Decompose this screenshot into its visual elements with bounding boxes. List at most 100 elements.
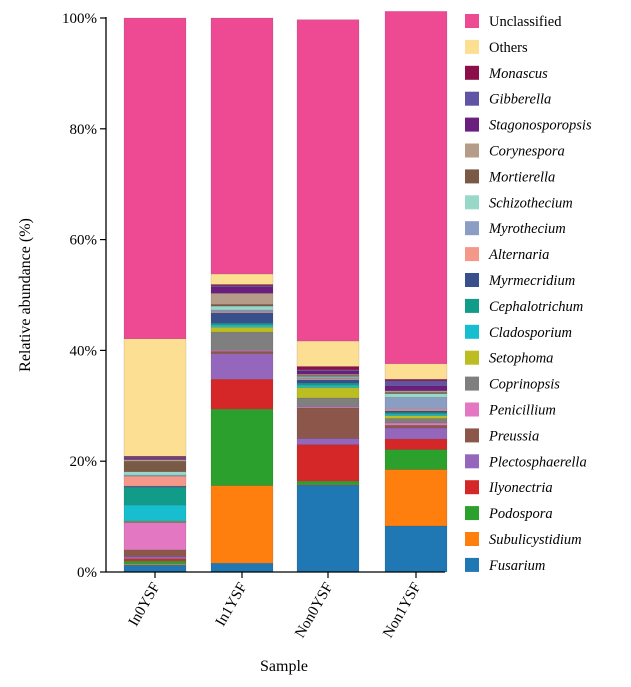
x-tick-label-non1ysf: Non1YSF — [380, 580, 424, 641]
bar-segment-non1ysf-myrothecium — [384, 397, 448, 410]
legend-swatch — [465, 402, 479, 417]
bar-segment-in0ysf-preussia — [123, 549, 187, 557]
bar-segment-non1ysf-fusarium — [384, 525, 448, 573]
legend-item-fusarium: Fusarium — [465, 557, 545, 574]
x-tick-label-non0ysf: Non0YSF — [292, 580, 336, 641]
bar-segment-non1ysf-alternaria — [384, 408, 448, 411]
bar-segment-non1ysf-unclassified — [384, 11, 448, 364]
y-tick-label: 60% — [70, 233, 98, 249]
legend-item-cladosporium: Cladosporium — [465, 324, 572, 341]
bar-segment-in0ysf-mortierella — [123, 461, 187, 472]
legend-item-myrmecridium: Myrmecridium — [465, 273, 575, 289]
bar-segment-in0ysf-alternaria — [123, 475, 187, 487]
bar-segment-non0ysf-preussia — [296, 407, 360, 439]
legend-item-podospora: Podospora — [465, 506, 553, 522]
bar-segment-in1ysf-fusarium — [210, 562, 274, 573]
legend-swatch — [465, 195, 479, 210]
bar-segment-non0ysf-podospora — [296, 480, 360, 485]
bar-segment-in1ysf-corynespora — [210, 293, 274, 305]
legend-item-cephalotrichum: Cephalotrichum — [465, 298, 583, 315]
bar-segment-non1ysf-coprinopsis — [384, 418, 448, 424]
legend-label: Ilyonectria — [488, 480, 553, 496]
bar-segment-non1ysf-myrmecridium — [384, 410, 448, 413]
legend-label: Setophoma — [489, 351, 553, 367]
bar-segment-non1ysf-penicillium — [384, 422, 448, 426]
bar-in1ysf — [210, 17, 274, 573]
legend-item-unclassified: Unclassified — [465, 14, 562, 30]
bar-segment-in1ysf-podospora — [210, 408, 274, 486]
legend-swatch — [465, 506, 479, 521]
bar-segment-non0ysf-setophoma — [296, 387, 360, 399]
legend-swatch — [465, 247, 479, 262]
y-tick-label: 40% — [70, 343, 98, 359]
bar-segment-non0ysf-cephalotrichum — [296, 382, 360, 386]
legend-label: Mortierella — [488, 169, 555, 185]
bar-segment-non0ysf-myrmecridium — [296, 379, 360, 384]
bar-segment-in1ysf-cladosporium — [210, 324, 274, 328]
legend-label: Podospora — [488, 506, 553, 522]
bar-segment-non0ysf-plectosphaerella — [296, 438, 360, 445]
legend-item-corynespora: Corynespora — [465, 143, 565, 160]
bar-segment-in0ysf-cephalotrichum — [123, 487, 187, 506]
legend-item-schizothecium: Schizothecium — [465, 195, 573, 211]
x-axis-title: Sample — [260, 658, 308, 675]
legend-swatch — [465, 532, 479, 546]
legend-label: Unclassified — [489, 14, 562, 30]
legend-item-stagonosporopsis: Stagonosporopsis — [465, 117, 592, 134]
bar-segment-in0ysf-fusarium — [123, 564, 187, 573]
legend-swatch — [465, 143, 479, 158]
bar-segment-non1ysf-plectosphaerella — [384, 427, 448, 440]
bar-segment-non0ysf-coprinopsis — [296, 397, 360, 408]
bar-segment-non0ysf-stagonosporopsis — [296, 370, 360, 375]
bar-segment-non1ysf-ilyonectria — [384, 438, 448, 450]
bar-segment-in1ysf-setophoma — [210, 326, 274, 333]
legend-label: Gibberella — [489, 92, 551, 108]
legend-item-penicillium: Penicillium — [465, 402, 556, 419]
bar-segment-non1ysf-subulicystidium — [384, 469, 448, 527]
y-tick-label: 80% — [70, 122, 98, 138]
legend-item-preussia: Preussia — [465, 428, 539, 444]
bar-segment-non1ysf-podospora — [384, 449, 448, 470]
legend-label: Corynespora — [489, 144, 565, 160]
legend-item-ilyonectria: Ilyonectria — [465, 480, 553, 496]
y-axis-title: Relative abundance (%) — [17, 218, 34, 372]
bar-segment-non0ysf-cladosporium — [296, 385, 360, 388]
bar-segment-in0ysf-others — [123, 338, 187, 457]
legend-swatch — [465, 454, 479, 469]
bar-segment-in0ysf-corynespora — [123, 459, 187, 462]
legend-swatch — [465, 117, 479, 132]
legend-swatch — [465, 14, 479, 28]
legend-label: Monascus — [488, 66, 548, 82]
bar-segment-in0ysf-unclassified — [123, 17, 187, 339]
legend-label: Alternaria — [488, 247, 549, 263]
legend-label: Stagonosporopsis — [489, 118, 592, 134]
legend-item-alternaria: Alternaria — [465, 247, 549, 263]
legend-swatch — [465, 65, 479, 80]
bar-segment-non1ysf-cladosporium — [384, 413, 448, 416]
legend-swatch — [465, 480, 479, 495]
legend-label: Schizothecium — [489, 195, 573, 211]
legend-label: Subulicystidium — [489, 532, 582, 548]
bar-segment-non1ysf-preussia — [384, 424, 448, 429]
legend-item-subulicystidium: Subulicystidium — [465, 532, 582, 548]
bar-segment-non0ysf-unclassified — [296, 19, 360, 342]
bar-segment-non0ysf-fusarium — [296, 484, 360, 573]
bar-segment-in0ysf-plectosphaerella — [123, 556, 187, 559]
bar-segment-in0ysf-ilyonectria — [123, 558, 187, 562]
legend-label: Others — [489, 40, 528, 56]
bar-segment-non0ysf-ilyonectria — [296, 444, 360, 482]
bar-in0ysf — [123, 17, 187, 573]
legend-item-myrothecium: Myrothecium — [465, 221, 566, 237]
legend-label: Coprinopsis — [489, 377, 560, 393]
bar-segment-non1ysf-gibberella — [384, 380, 448, 387]
plot-area — [123, 11, 448, 573]
legend-swatch — [465, 221, 479, 236]
legend-label: Myrothecium — [488, 221, 566, 237]
bar-segment-in1ysf-ilyonectria — [210, 379, 274, 410]
legend-swatch — [465, 298, 479, 313]
legend-item-mortierella: Mortierella — [465, 169, 555, 185]
bar-segment-non1ysf-others — [384, 363, 448, 380]
bar-segment-non1ysf-schizothecium — [384, 393, 448, 398]
bar-segment-in1ysf-others — [210, 273, 274, 285]
